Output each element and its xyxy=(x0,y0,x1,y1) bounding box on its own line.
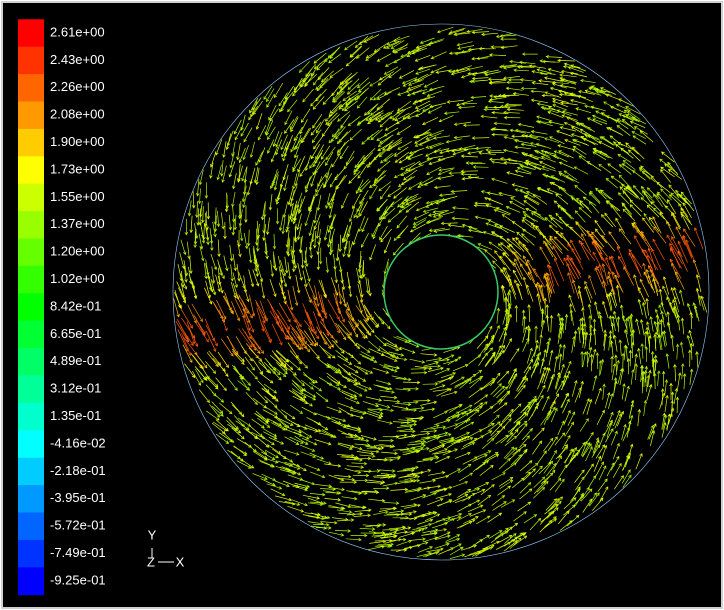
colorbar-label: 1.35e-01 xyxy=(50,408,101,423)
page: 2.61e+00 2.43e+00 2.26e+00 2.08e+00 1.90e+00… xyxy=(0,0,724,610)
colorbar-label: 1.55e+00 xyxy=(50,189,105,204)
colorbar-band xyxy=(18,403,44,431)
colorbar-band xyxy=(18,19,44,47)
triad-y: Y xyxy=(148,527,157,542)
colorbar-label: 1.37e+00 xyxy=(50,216,105,231)
colorbar-band xyxy=(18,74,44,102)
inner-hole xyxy=(384,235,498,349)
triad-z: Z xyxy=(147,554,155,569)
colorbar-band xyxy=(18,211,44,239)
colorbar-band xyxy=(18,376,44,404)
triad-x: X xyxy=(176,554,185,569)
colorbar-label: 1.73e+00 xyxy=(50,161,105,176)
colorbar-band xyxy=(18,266,44,294)
colorbar-label: -4.16e-02 xyxy=(50,435,106,450)
colorbar-band xyxy=(18,540,44,568)
colorbar-label: 2.43e+00 xyxy=(50,52,105,67)
colorbar-band xyxy=(18,321,44,349)
colorbar-band xyxy=(18,430,44,458)
colorbar-band xyxy=(18,513,44,541)
colorbar-band xyxy=(18,47,44,75)
colorbar-label: -3.95e-01 xyxy=(50,490,106,505)
colorbar-label: 2.08e+00 xyxy=(50,107,105,122)
background xyxy=(2,2,722,608)
colorbar-label: 8.42e-01 xyxy=(50,298,101,313)
colorbar-band xyxy=(18,184,44,212)
colorbar-label: -9.25e-01 xyxy=(50,572,106,587)
colorbar-label: 1.20e+00 xyxy=(50,244,105,259)
colorbar-label: 4.89e-01 xyxy=(50,353,101,368)
colorbar-band xyxy=(18,156,44,184)
colorbar-label: -2.18e-01 xyxy=(50,463,106,478)
colorbar-band xyxy=(18,293,44,321)
colorbar-label: -5.72e-01 xyxy=(50,518,106,533)
colorbar-label: 2.61e+00 xyxy=(50,24,105,39)
colorbar-label: 6.65e-01 xyxy=(50,326,101,341)
viewport: 2.61e+00 2.43e+00 2.26e+00 2.08e+00 1.90e+00… xyxy=(0,0,724,610)
colorbar-label: 3.12e-01 xyxy=(50,381,101,396)
colorbar-band xyxy=(18,239,44,267)
colorbar-band xyxy=(18,102,44,130)
colorbar-band xyxy=(18,485,44,513)
colorbar-band xyxy=(18,348,44,376)
colorbar-band xyxy=(18,129,44,157)
colorbar-band xyxy=(18,567,44,595)
colorbar-label: -7.49e-01 xyxy=(50,545,106,560)
colorbar-label: 1.90e+00 xyxy=(50,134,105,149)
colorbar-band xyxy=(18,458,44,486)
colorbar-label: 2.26e+00 xyxy=(50,79,105,94)
colorbar-label: 1.02e+00 xyxy=(50,271,105,286)
